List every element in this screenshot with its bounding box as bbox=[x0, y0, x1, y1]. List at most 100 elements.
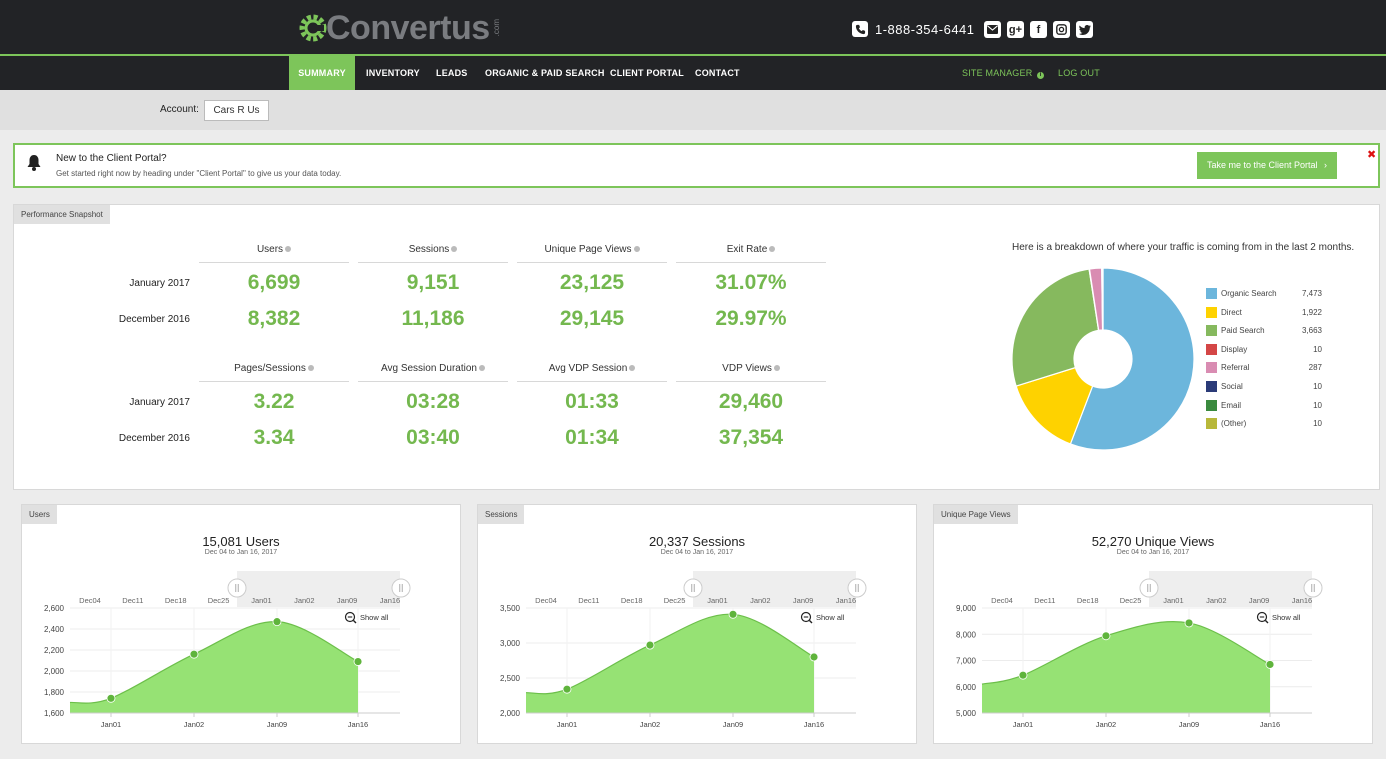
legend-value: 1,922 bbox=[1301, 307, 1322, 317]
convertus-logo[interactable]: Convertus .com bbox=[298, 8, 501, 48]
zoom-out-icon bbox=[800, 611, 812, 623]
navigator-tick-label: Jan09 bbox=[337, 596, 357, 605]
pie-slice-direct[interactable] bbox=[1015, 366, 1094, 445]
navigator-tick-label: Jan16 bbox=[380, 596, 400, 605]
unique-page-views-chart-card: Unique Page Views 52,270 Unique Views De… bbox=[933, 504, 1373, 744]
legend-value: 3,663 bbox=[1301, 326, 1322, 336]
legend-value: 10 bbox=[1313, 382, 1322, 391]
nav-organic-paid-search[interactable]: ORGANIC & PAID SEARCH bbox=[485, 68, 605, 78]
data-point[interactable] bbox=[353, 657, 363, 666]
instagram-icon[interactable] bbox=[1053, 21, 1070, 38]
info-icon bbox=[773, 365, 780, 371]
nav-logout[interactable]: LOG OUT bbox=[1058, 68, 1100, 78]
twitter-icon[interactable] bbox=[1076, 21, 1093, 38]
y-tick-label: 7,000 bbox=[956, 657, 977, 666]
nav-contact[interactable]: CONTACT bbox=[695, 68, 740, 78]
nav-leads[interactable]: LEADS bbox=[436, 68, 468, 78]
y-tick-label: 2,200 bbox=[44, 646, 65, 655]
legend-swatch bbox=[1206, 343, 1217, 355]
legend-swatch bbox=[1206, 399, 1217, 411]
nav-site-manager[interactable]: SITE MANAGER i bbox=[962, 56, 1045, 90]
close-icon[interactable]: ✖ bbox=[1367, 149, 1377, 161]
nav-client-portal[interactable]: CLIENT PORTAL bbox=[610, 68, 684, 78]
metric-value: 31.07% bbox=[715, 271, 787, 294]
client-portal-button[interactable]: Take me to the Client Portal › bbox=[1197, 152, 1337, 179]
show-all-button[interactable]: Show all bbox=[800, 611, 845, 624]
sessions-chart-card: Sessions 20,337 Sessions Dec 04 to Jan 1… bbox=[477, 504, 917, 744]
data-point[interactable] bbox=[272, 617, 282, 627]
data-point[interactable] bbox=[728, 609, 738, 619]
x-tick-label: Jan09 bbox=[267, 720, 287, 729]
metric-value: 23,125 bbox=[559, 271, 625, 294]
info-icon bbox=[285, 246, 292, 252]
data-point[interactable] bbox=[1101, 631, 1111, 641]
data-point[interactable] bbox=[809, 652, 819, 662]
data-point[interactable] bbox=[1018, 670, 1028, 680]
show-all-label: Show all bbox=[816, 613, 845, 622]
navigator-tick-label: Dec25 bbox=[664, 596, 686, 605]
info-icon bbox=[478, 365, 485, 371]
x-tick-label: Jan01 bbox=[1013, 720, 1033, 729]
navigator-tick-label: Jan02 bbox=[294, 596, 314, 605]
pie-slice-paid-search[interactable] bbox=[1011, 268, 1100, 387]
y-tick-label: 3,500 bbox=[500, 604, 521, 613]
data-point[interactable] bbox=[645, 640, 655, 650]
email-icon[interactable] bbox=[984, 21, 1001, 38]
navigator-handle[interactable] bbox=[1303, 578, 1323, 598]
data-point[interactable] bbox=[1265, 660, 1275, 669]
metric-value: 01:33 bbox=[565, 390, 619, 413]
account-label: Account: bbox=[160, 104, 199, 115]
phone-number[interactable]: 1-888-354-6441 bbox=[852, 21, 975, 37]
info-icon bbox=[307, 365, 314, 371]
facebook-icon[interactable]: f bbox=[1030, 21, 1047, 38]
performance-snapshot-tab: Performance Snapshot bbox=[14, 205, 110, 224]
gear-logo-icon bbox=[299, 14, 327, 42]
x-tick-label: Jan09 bbox=[1179, 720, 1199, 729]
navigator-selection[interactable] bbox=[237, 571, 400, 607]
legend-swatch bbox=[1206, 362, 1217, 374]
metric-value: 01:34 bbox=[565, 426, 619, 449]
data-point[interactable] bbox=[106, 693, 116, 703]
navigator-selection[interactable] bbox=[1149, 571, 1312, 607]
x-tick-label: Jan16 bbox=[804, 720, 824, 729]
area-fill bbox=[526, 614, 814, 713]
metric-value: 29.97% bbox=[715, 307, 787, 330]
data-point[interactable] bbox=[1184, 618, 1194, 628]
navigator-handle[interactable] bbox=[847, 578, 867, 598]
data-point[interactable] bbox=[562, 684, 572, 694]
y-tick-label: 2,000 bbox=[44, 667, 65, 676]
top-header: Convertus .com 1-888-354-6441 g+ f bbox=[0, 0, 1386, 54]
x-tick-label: Jan09 bbox=[723, 720, 743, 729]
navigator-tick-label: Dec04 bbox=[79, 596, 101, 605]
chart-title: 52,270 Unique Views bbox=[1091, 534, 1215, 549]
google-plus-icon[interactable]: g+ bbox=[1007, 21, 1024, 38]
nav-summary[interactable]: SUMMARY bbox=[289, 56, 355, 90]
show-all-button[interactable]: Show all bbox=[1256, 611, 1301, 624]
navigator-tick-label: Dec18 bbox=[1077, 596, 1099, 605]
navigator-handle[interactable] bbox=[227, 578, 247, 598]
info-icon bbox=[769, 246, 776, 252]
navigator-tick-label: Dec18 bbox=[165, 596, 187, 605]
navigator-handle[interactable] bbox=[683, 578, 703, 598]
metric-value: 6,699 bbox=[247, 271, 301, 294]
metric-value: 29,145 bbox=[559, 307, 625, 330]
bell-icon bbox=[27, 155, 41, 171]
metric-value: 3.34 bbox=[253, 426, 295, 449]
legend-swatch bbox=[1206, 306, 1217, 318]
navigator-selection[interactable] bbox=[693, 571, 856, 607]
pie-slice-organic-search[interactable] bbox=[1069, 267, 1195, 451]
navigator-tick-label: Dec18 bbox=[621, 596, 643, 605]
show-all-button[interactable]: Show all bbox=[344, 611, 389, 624]
x-tick-label: Jan02 bbox=[640, 720, 660, 729]
data-point[interactable] bbox=[189, 649, 199, 659]
navigator-handle[interactable] bbox=[1139, 578, 1159, 598]
account-select[interactable]: Cars R Us bbox=[204, 100, 269, 121]
navigator-handle[interactable] bbox=[391, 578, 411, 598]
y-tick-label: 2,500 bbox=[500, 674, 521, 683]
y-tick-label: 3,000 bbox=[500, 639, 521, 648]
nav-inventory[interactable]: INVENTORY bbox=[366, 68, 420, 78]
row-label: January 2017 bbox=[129, 397, 190, 408]
navigator-tick-label: Dec11 bbox=[122, 596, 143, 605]
card-tab: Users bbox=[22, 505, 57, 524]
navigator-tick-label: Dec11 bbox=[1034, 596, 1055, 605]
